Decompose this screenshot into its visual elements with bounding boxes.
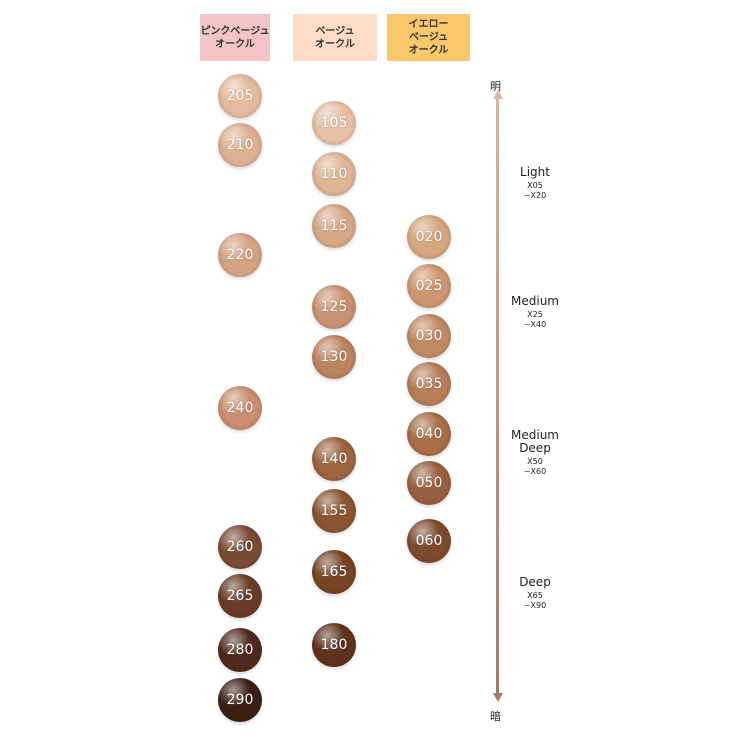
arrow-up-head [492,90,503,99]
shade-swatch-260: 260 [218,525,262,569]
shade-swatch-240: 240 [218,386,262,430]
shade-swatch-125: 125 [312,285,356,329]
shade-swatch-025: 025 [407,264,451,308]
shade-swatch-030: 030 [407,314,451,358]
header-beige-ochre: ベージュ オークル [293,14,377,61]
shade-swatch-060: 060 [407,519,451,563]
level-deep: Deep X65 ~X90 [500,576,570,611]
level-range: X25 ~X40 [523,310,547,329]
shade-swatch-220: 220 [218,233,262,277]
level-name: Medium Deep [511,428,559,455]
level-name: Light [520,165,550,179]
level-range: X50 ~X60 [523,457,547,476]
shade-swatch-265: 265 [218,574,262,618]
shade-swatch-140: 140 [312,437,356,481]
shade-swatch-115: 115 [312,204,356,248]
shade-swatch-105: 105 [312,101,356,145]
level-range: X65 ~X90 [523,591,547,610]
level-name: Deep [519,575,551,589]
shade-swatch-110: 110 [312,152,356,196]
arrow-down-head [492,693,503,702]
shade-swatch-155: 155 [312,489,356,533]
bright-label: 明 [490,80,501,93]
header-pink-beige-ochre: ピンクベージュ オークル [200,14,270,61]
brightness-arrow [496,96,499,696]
level-range: X05 ~X20 [523,181,547,200]
shade-swatch-205: 205 [218,74,262,118]
shade-swatch-290: 290 [218,678,262,722]
level-name: Medium [511,294,559,308]
shade-swatch-130: 130 [312,335,356,379]
shade-swatch-035: 035 [407,362,451,406]
shade-swatch-210: 210 [218,123,262,167]
shade-swatch-280: 280 [218,628,262,672]
header-yellow-beige-ochre: イエロー ベージュ オークル [387,14,470,61]
level-medium: Medium X25 ~X40 [500,295,570,330]
level-light: Light X05 ~X20 [500,166,570,201]
level-medium-deep: Medium Deep X50 ~X60 [500,429,570,477]
shade-swatch-040: 040 [407,412,451,456]
dark-label: 暗 [490,710,501,723]
shade-swatch-020: 020 [407,215,451,259]
shade-swatch-050: 050 [407,461,451,505]
shade-swatch-165: 165 [312,550,356,594]
shade-swatch-180: 180 [312,623,356,667]
